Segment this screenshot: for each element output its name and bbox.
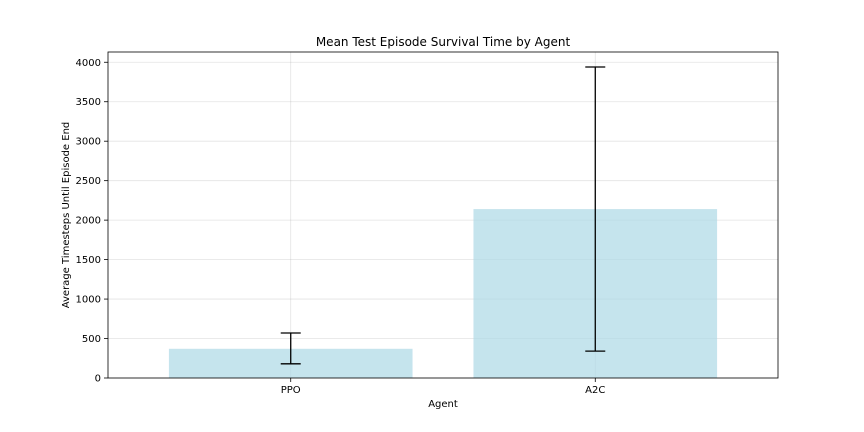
plot-area-frame [107,51,779,379]
y-axis-ticks: 0 500 1000 1500 2000 2500 3000 3500 4000 [76,58,108,385]
x-axis-title: Agent [428,399,458,410]
y-tick-label: 500 [82,334,101,345]
x-tick-label: PPO [281,385,301,396]
y-tick-label: 1000 [76,295,101,306]
y-tick-label: 1500 [76,255,101,266]
y-tick-label: 2000 [76,216,101,227]
bars [168,209,718,378]
y-tick-label: 3500 [76,97,101,108]
y-tick-label: 2500 [76,176,101,187]
y-axis-title: Average Timesteps Until Episode End [61,122,72,309]
error-bars [280,66,606,365]
y-tick-label: 3000 [76,137,101,148]
y-tick-label: 0 [95,374,101,385]
chart-title: Mean Test Episode Survival Time by Agent [316,35,571,49]
x-axis-ticks: PPO A2C [281,378,605,396]
x-tick-label: A2C [585,385,605,396]
y-tick-label: 4000 [76,58,101,69]
